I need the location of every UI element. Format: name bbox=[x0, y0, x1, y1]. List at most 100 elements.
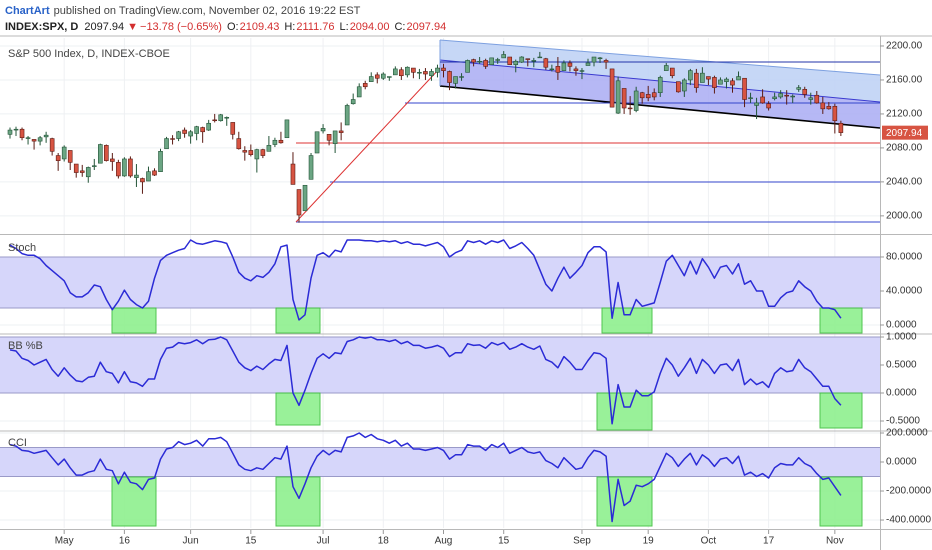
band bbox=[0, 447, 880, 477]
header-line-2: INDEX:SPX, D 2097.94 ▼ −13.78 (−0.65%) O:210… bbox=[5, 21, 446, 33]
candle-body bbox=[31, 139, 37, 142]
ohlc-value: 2109.43 bbox=[240, 21, 280, 33]
candle-body bbox=[236, 138, 242, 150]
candle-body bbox=[459, 76, 464, 78]
candle-body bbox=[73, 163, 79, 173]
y-tick-label: 2120.00 bbox=[886, 109, 923, 120]
candle-body bbox=[651, 92, 657, 98]
candle-body bbox=[278, 139, 284, 144]
y-tick-label: 2080.00 bbox=[886, 143, 923, 154]
candle-body bbox=[808, 97, 814, 100]
indicator-line bbox=[9, 239, 842, 321]
candle-body bbox=[706, 76, 711, 80]
x-tick-label: Oct bbox=[701, 536, 717, 547]
y-tick-label: -200.0000 bbox=[886, 486, 931, 497]
candle-body bbox=[67, 150, 73, 163]
ohlc-label: H: bbox=[284, 21, 295, 33]
candle-body bbox=[718, 79, 723, 85]
indicator-line bbox=[9, 432, 842, 523]
candle-body bbox=[260, 149, 266, 156]
candle-body bbox=[549, 68, 555, 71]
x-tick-label: Nov bbox=[826, 536, 844, 547]
candle-body bbox=[826, 105, 832, 110]
candle-body bbox=[338, 130, 344, 133]
candle-body bbox=[633, 90, 639, 111]
candle-body bbox=[326, 134, 332, 141]
mark-layer bbox=[7, 51, 844, 523]
candle-body bbox=[134, 174, 139, 178]
channel-top bbox=[439, 39, 881, 76]
x-tick-label: Sep bbox=[573, 536, 591, 547]
candle-body bbox=[453, 76, 458, 84]
x-tick-label: 15 bbox=[245, 536, 257, 547]
candle-body bbox=[567, 62, 573, 67]
y-tick-label: 2160.00 bbox=[886, 75, 923, 86]
zone bbox=[275, 476, 321, 527]
candle-body bbox=[525, 58, 531, 60]
highlight-zones bbox=[111, 307, 863, 527]
zone bbox=[275, 392, 321, 426]
candle-body bbox=[122, 158, 127, 177]
candle-body bbox=[91, 165, 97, 167]
candle-body bbox=[802, 89, 808, 95]
candle-body bbox=[212, 119, 218, 122]
candle-body bbox=[224, 117, 230, 119]
candle-body bbox=[61, 146, 67, 160]
candle-body bbox=[603, 60, 609, 63]
candle-body bbox=[320, 128, 326, 132]
y-tick-label: 0.5000 bbox=[886, 360, 917, 371]
candle-body bbox=[820, 102, 826, 110]
header-line-1: ChartArt published on TradingView.com, No… bbox=[5, 5, 361, 17]
y-tick-label: 1.0000 bbox=[886, 332, 917, 343]
y-tick-label: 80.0000 bbox=[886, 252, 923, 263]
candle-body bbox=[555, 66, 561, 73]
candle-body bbox=[158, 151, 163, 172]
candle-body bbox=[507, 56, 513, 65]
candle-body bbox=[206, 122, 211, 131]
candle-body bbox=[393, 68, 398, 76]
candle-body bbox=[116, 162, 121, 177]
candle-body bbox=[43, 134, 49, 138]
candle-body bbox=[645, 94, 651, 99]
candle-body bbox=[471, 59, 476, 63]
candle-body bbox=[98, 144, 103, 164]
trend-line bbox=[295, 67, 441, 223]
candle-body bbox=[417, 72, 422, 74]
candle-body bbox=[399, 69, 404, 77]
y-tick-label: 200.0000 bbox=[886, 428, 928, 439]
y-tick-label: -400.0000 bbox=[886, 515, 931, 526]
candle-body bbox=[230, 122, 236, 135]
candle-body bbox=[368, 76, 374, 82]
band bbox=[0, 337, 880, 393]
candle-body bbox=[423, 71, 428, 75]
symbol: INDEX:SPX, D bbox=[5, 21, 78, 33]
candle-body bbox=[170, 138, 175, 140]
candle-body bbox=[140, 178, 145, 183]
candle-body bbox=[754, 102, 759, 106]
x-tick-label: 15 bbox=[498, 536, 510, 547]
candle-body bbox=[429, 71, 434, 77]
candle-body bbox=[447, 71, 452, 83]
candle-body bbox=[248, 150, 254, 156]
y-tick-label: 0.0000 bbox=[886, 388, 917, 399]
candle-body bbox=[519, 56, 525, 63]
change: −13.78 (−0.65%) bbox=[140, 21, 222, 33]
candle-body bbox=[49, 138, 55, 152]
zone bbox=[275, 307, 321, 334]
x-tick-label: Jun bbox=[183, 536, 199, 547]
candle-body bbox=[152, 170, 157, 176]
candle-body bbox=[411, 67, 416, 73]
candle-body bbox=[639, 92, 645, 99]
candle-body bbox=[573, 68, 579, 71]
candle-body bbox=[736, 76, 741, 81]
candle-body bbox=[296, 189, 302, 216]
y-tick-label: 2040.00 bbox=[886, 177, 923, 188]
candle-body bbox=[441, 67, 446, 71]
candle-body bbox=[356, 86, 362, 98]
candle-body bbox=[585, 62, 591, 66]
candle-body bbox=[308, 155, 314, 180]
channel-bottom bbox=[439, 85, 881, 129]
x-tick-label: 17 bbox=[763, 536, 775, 547]
candle-body bbox=[657, 77, 663, 94]
candle-body bbox=[435, 67, 440, 73]
